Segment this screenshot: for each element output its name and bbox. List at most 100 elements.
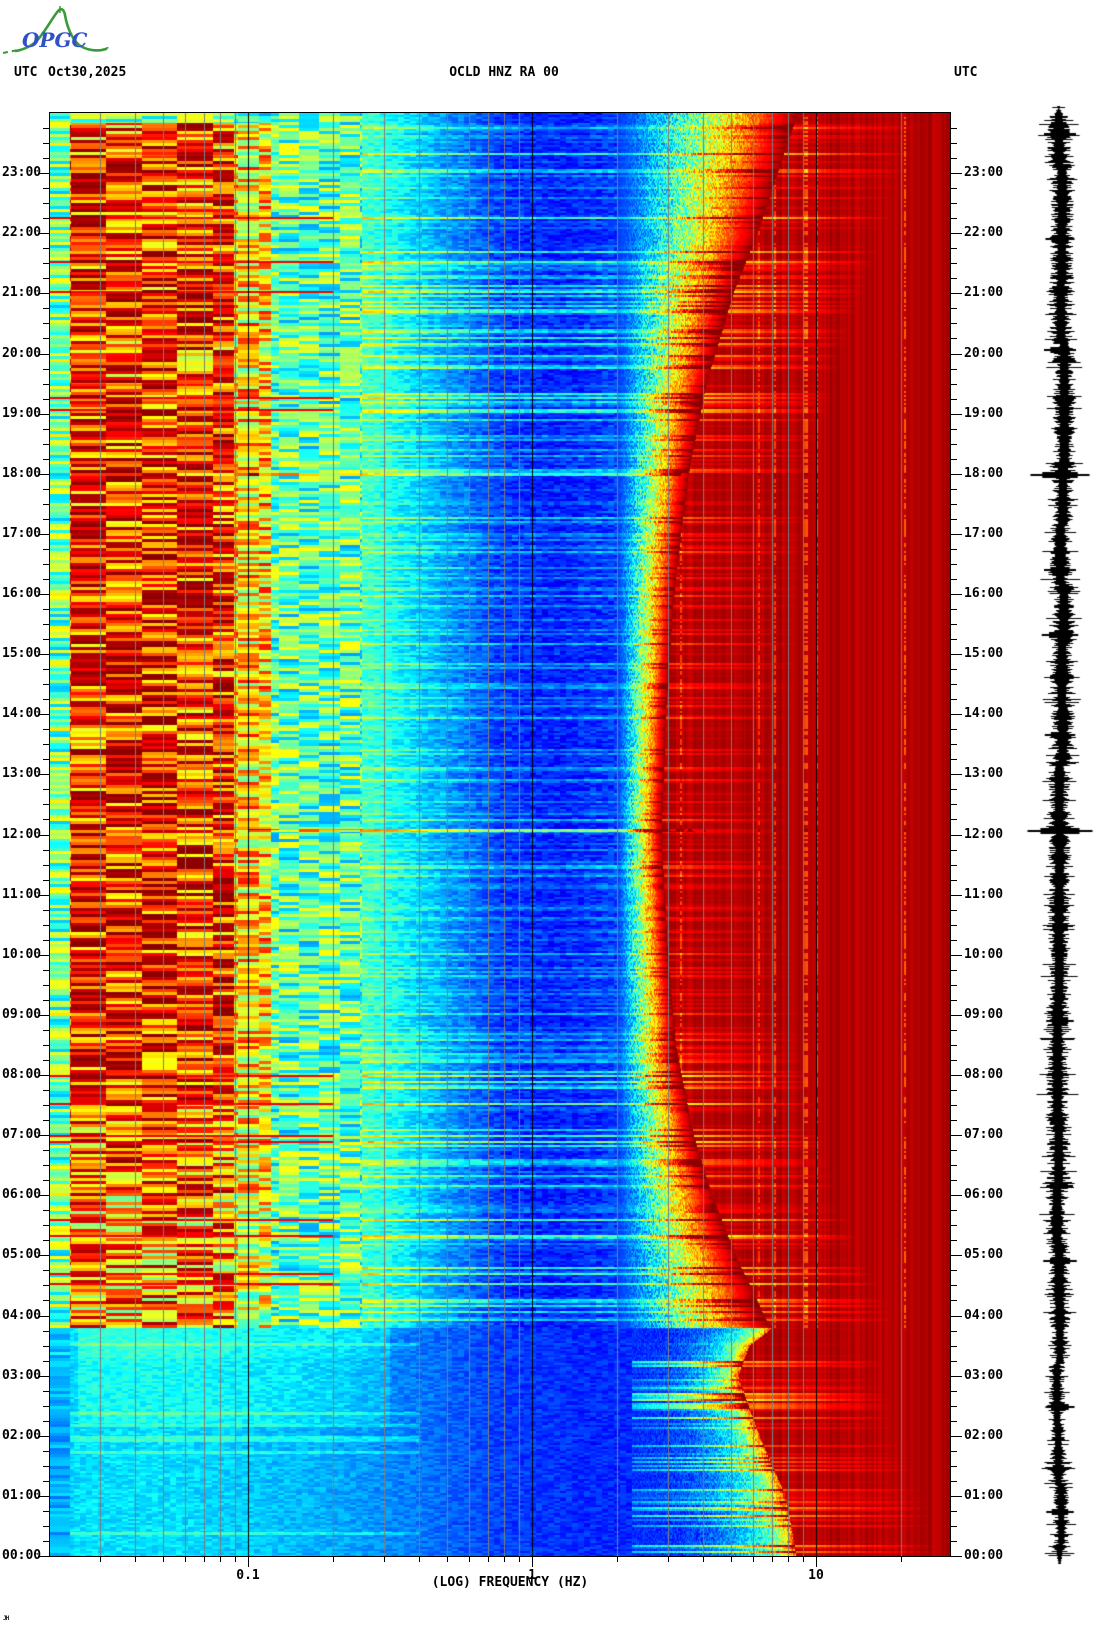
time-tick-left — [38, 774, 50, 775]
time-tick-left — [43, 338, 50, 339]
time-label-left: 17:00 — [2, 525, 42, 541]
time-tick-right — [950, 1406, 957, 1407]
header-utc-right: UTC — [954, 65, 978, 80]
freq-tick-minor — [803, 1557, 804, 1562]
time-tick-left — [43, 1526, 50, 1527]
opgc-logo: OPGC — [2, 6, 111, 54]
time-tick-right — [950, 399, 957, 400]
time-tick-left — [38, 1015, 50, 1016]
freq-tick-minor — [135, 1557, 136, 1562]
freq-tick-minor — [504, 1557, 505, 1562]
time-tick-right — [950, 1210, 957, 1211]
time-label-left: 02:00 — [2, 1427, 42, 1443]
time-tick-left — [43, 609, 50, 610]
time-label-left: 22:00 — [2, 225, 42, 241]
time-tick-right — [950, 474, 962, 475]
time-label-right: 21:00 — [964, 285, 1004, 301]
time-tick-right — [950, 1526, 957, 1527]
time-tick-right — [950, 955, 962, 956]
time-tick-left — [38, 1316, 50, 1317]
time-tick-left — [43, 1511, 50, 1512]
time-tick-right — [950, 1496, 962, 1497]
time-tick-left — [43, 1090, 50, 1091]
time-tick-right — [950, 143, 957, 144]
time-tick-right — [950, 819, 957, 820]
time-label-left: 15:00 — [2, 646, 42, 662]
freq-tick-minor — [163, 1557, 164, 1562]
time-tick-left — [43, 1361, 50, 1362]
time-label-left: 18:00 — [2, 465, 42, 481]
time-tick-right — [950, 1285, 957, 1286]
time-tick-left — [38, 594, 50, 595]
time-label-right: 08:00 — [964, 1067, 1004, 1082]
time-label-right: 18:00 — [964, 465, 1004, 481]
time-tick-left — [43, 729, 50, 730]
time-tick-left — [43, 1120, 50, 1121]
time-tick-left — [43, 940, 50, 941]
time-label-left: 03:00 — [2, 1367, 42, 1383]
time-tick-right — [950, 429, 957, 430]
time-tick-left — [43, 399, 50, 400]
freq-tick-major — [248, 1557, 249, 1567]
time-tick-right — [950, 895, 962, 896]
time-tick-right — [950, 1481, 957, 1482]
time-tick-right — [950, 444, 957, 445]
time-tick-right — [950, 564, 957, 565]
time-tick-right — [950, 188, 957, 189]
time-tick-left — [43, 910, 50, 911]
freq-tick-minor — [753, 1557, 754, 1562]
time-tick-right — [950, 369, 957, 370]
time-tick-right — [950, 940, 957, 941]
time-tick-right — [950, 1346, 957, 1347]
header-date: Oct30,2025 — [48, 65, 127, 80]
time-tick-right — [950, 925, 957, 926]
time-tick-left — [43, 1541, 50, 1542]
time-tick-left — [43, 789, 50, 790]
time-tick-left — [43, 278, 50, 279]
time-tick-right — [950, 714, 962, 715]
time-label-left: 04:00 — [2, 1307, 42, 1323]
logo-mountain-curve — [14, 7, 108, 53]
time-tick-left — [43, 684, 50, 685]
time-label-right: 20:00 — [964, 345, 1004, 361]
time-tick-left — [38, 354, 50, 355]
freq-tick-label: 0.1 — [236, 1568, 260, 1583]
time-tick-left — [43, 850, 50, 851]
time-tick-right — [950, 1015, 962, 1016]
time-tick-left — [43, 1150, 50, 1151]
time-tick-right — [950, 624, 957, 625]
time-tick-right — [950, 1030, 957, 1031]
freq-tick-minor — [333, 1557, 334, 1562]
time-tick-right — [950, 865, 957, 866]
time-tick-right — [950, 985, 957, 986]
time-label-right: 12:00 — [964, 826, 1004, 842]
time-tick-left — [43, 579, 50, 580]
time-tick-left — [43, 1000, 50, 1001]
time-tick-left — [43, 369, 50, 370]
time-label-left: 19:00 — [2, 405, 42, 421]
spectrogram-canvas — [50, 113, 950, 1556]
time-tick-left — [43, 549, 50, 550]
time-tick-left — [43, 1451, 50, 1452]
freq-tick-minor — [419, 1557, 420, 1562]
time-tick-right — [950, 684, 957, 685]
time-tick-right — [950, 534, 962, 535]
time-tick-left — [43, 624, 50, 625]
time-tick-left — [43, 925, 50, 926]
freq-tick-minor — [519, 1557, 520, 1562]
time-tick-left — [38, 1496, 50, 1497]
time-tick-left — [43, 158, 50, 159]
time-tick-right — [950, 293, 962, 294]
time-tick-right — [950, 1421, 957, 1422]
time-tick-left — [43, 819, 50, 820]
plot-frame — [49, 112, 951, 1557]
freq-tick-minor — [901, 1557, 902, 1562]
time-tick-right — [950, 970, 957, 971]
time-tick-left — [38, 835, 50, 836]
time-label-left: 06:00 — [2, 1187, 42, 1203]
time-tick-right — [950, 1376, 962, 1377]
time-label-left: 01:00 — [2, 1487, 42, 1503]
time-label-left: 00:00 — [2, 1548, 42, 1563]
time-tick-left — [43, 1030, 50, 1031]
time-tick-left — [43, 1225, 50, 1226]
